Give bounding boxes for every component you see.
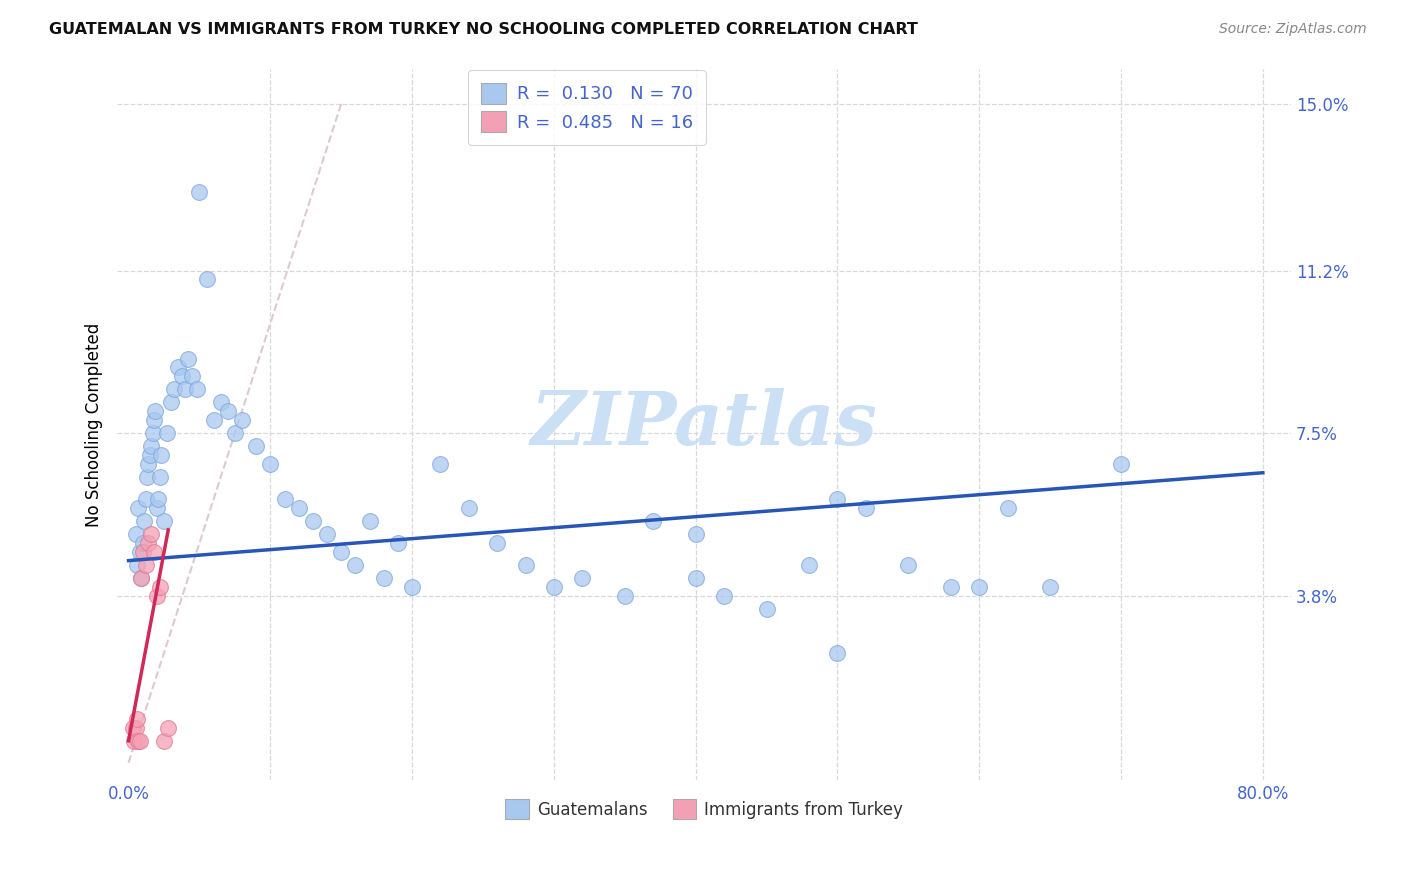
Point [149,470,172,484]
Point [344,558,367,572]
Point [146,500,169,515]
Y-axis label: No Schooling Completed: No Schooling Completed [86,322,103,526]
Text: ZIPatlas: ZIPatlas [530,388,877,460]
Point [685,527,707,541]
Point [224,426,246,441]
Point [156,426,179,441]
Point [401,580,423,594]
Point [186,382,208,396]
Point [997,500,1019,515]
Point [188,185,211,199]
Point [125,558,148,572]
Point [259,457,281,471]
Point [146,589,169,603]
Point [143,545,166,559]
Point [124,721,146,735]
Point [153,514,176,528]
Point [302,514,325,528]
Point [287,500,309,515]
Point [613,589,636,603]
Point [150,448,173,462]
Point [124,527,146,541]
Point [195,272,218,286]
Point [136,470,159,484]
Point [138,536,160,550]
Point [1039,580,1062,594]
Point [174,382,197,396]
Point [143,413,166,427]
Point [457,500,479,515]
Point [939,580,962,594]
Point [515,558,537,572]
Point [855,500,877,515]
Point [132,536,155,550]
Point [135,558,157,572]
Point [1109,457,1132,471]
Point [755,602,778,616]
Point [571,571,593,585]
Point [967,580,990,594]
Point [359,514,381,528]
Point [387,536,409,550]
Point [543,580,565,594]
Point [122,733,145,747]
Point [157,721,180,735]
Point [160,395,183,409]
Point [172,369,194,384]
Point [486,536,509,550]
Point [231,413,253,427]
Point [245,439,267,453]
Point [685,571,707,585]
Point [128,545,150,559]
Point [141,527,163,541]
Point [897,558,920,572]
Point [127,500,149,515]
Point [141,439,163,453]
Point [643,514,665,528]
Point [129,571,152,585]
Point [153,733,176,747]
Point [135,492,157,507]
Point [149,580,172,594]
Point [181,369,204,384]
Point [217,404,239,418]
Point [129,571,152,585]
Point [139,448,162,462]
Point [128,733,150,747]
Point [167,360,190,375]
Legend: Guatemalans, Immigrants from Turkey: Guatemalans, Immigrants from Turkey [499,793,910,825]
Point [330,545,353,559]
Point [713,589,735,603]
Point [142,426,165,441]
Point [273,492,295,507]
Point [127,733,149,747]
Point [132,545,155,559]
Point [827,646,849,660]
Point [138,457,160,471]
Point [373,571,395,585]
Point [125,712,148,726]
Point [177,351,200,366]
Point [134,514,156,528]
Point [797,558,820,572]
Point [316,527,339,541]
Point [148,492,170,507]
Point [202,413,225,427]
Text: Source: ZipAtlas.com: Source: ZipAtlas.com [1219,22,1367,37]
Point [121,721,143,735]
Point [209,395,232,409]
Point [827,492,849,507]
Point [163,382,186,396]
Point [145,404,167,418]
Point [429,457,451,471]
Text: GUATEMALAN VS IMMIGRANTS FROM TURKEY NO SCHOOLING COMPLETED CORRELATION CHART: GUATEMALAN VS IMMIGRANTS FROM TURKEY NO … [49,22,918,37]
